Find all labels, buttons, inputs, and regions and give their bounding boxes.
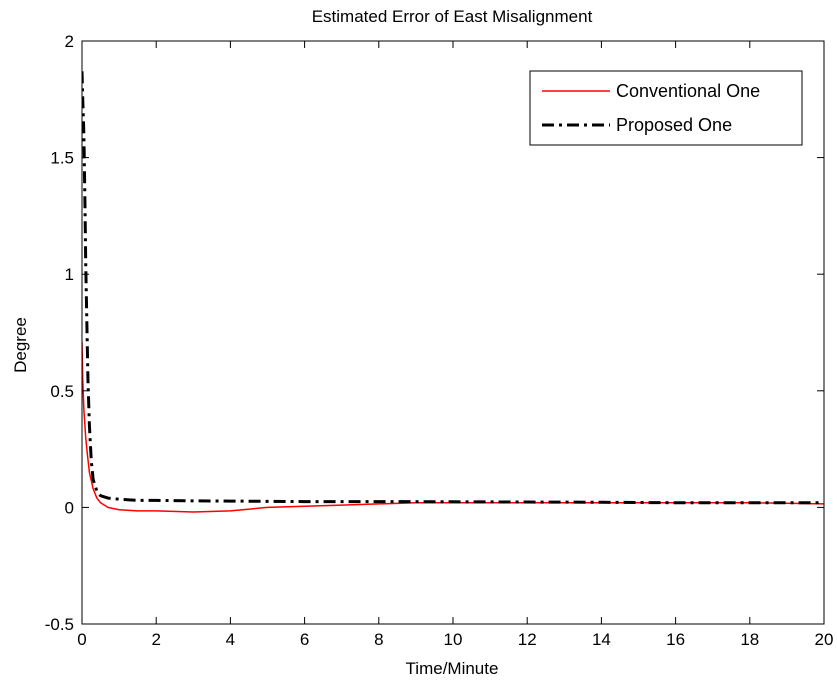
axes: 0 2 4 6 8 10 12 14 16 18 20-0.500.511.52	[45, 32, 834, 649]
x-tick-label: 14	[592, 630, 611, 649]
chart-title: Estimated Error of East Misalignment	[312, 7, 593, 26]
y-tick-label: -0.5	[45, 615, 74, 634]
legend-label-1: Conventional One	[616, 81, 760, 101]
x-axis-label: Time/Minute	[406, 659, 499, 678]
x-tick-label: 12	[518, 630, 537, 649]
legend-label-2: Proposed One	[616, 115, 732, 135]
x-tick-label: 2	[151, 630, 160, 649]
y-axis-label: Degree	[11, 317, 30, 373]
x-tick-label: 8	[374, 630, 383, 649]
series-line-1	[82, 341, 824, 513]
x-tick-label: 4	[226, 630, 235, 649]
legend: Conventional One Proposed One	[529, 70, 803, 146]
x-tick-label: 20	[815, 630, 834, 649]
x-tick-label: 6	[300, 630, 309, 649]
y-tick-label: 0	[65, 498, 74, 517]
series-line-2	[82, 71, 824, 505]
y-tick-label: 0.5	[50, 382, 74, 401]
x-tick-label: 16	[666, 630, 685, 649]
y-tick-label: 1.5	[50, 149, 74, 168]
y-tick-label: 1	[65, 265, 74, 284]
legend-box	[529, 70, 803, 146]
x-tick-label: 10	[444, 630, 463, 649]
x-tick-label: 18	[740, 630, 759, 649]
y-tick-label: 2	[65, 32, 74, 51]
plot-area	[82, 71, 824, 513]
x-tick-label: 0	[77, 630, 86, 649]
